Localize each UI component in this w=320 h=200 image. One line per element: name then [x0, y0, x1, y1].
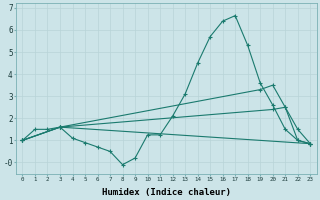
X-axis label: Humidex (Indice chaleur): Humidex (Indice chaleur) [102, 188, 231, 197]
